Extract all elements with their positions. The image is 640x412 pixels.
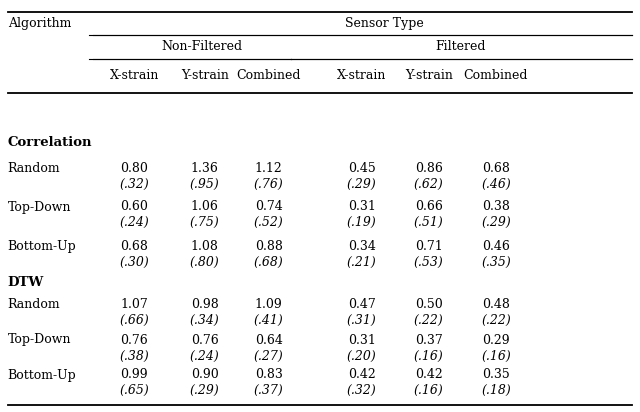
Text: Bottom-Up: Bottom-Up [8,241,76,253]
Text: (.35): (.35) [481,255,511,269]
Text: 0.38: 0.38 [482,201,510,213]
Text: 0.88: 0.88 [255,241,283,253]
Text: 0.42: 0.42 [348,368,376,382]
Text: 1.07: 1.07 [120,299,148,311]
Text: Combined: Combined [464,69,528,82]
Text: (.16): (.16) [481,349,511,363]
Text: DTW: DTW [8,276,44,290]
Text: (.52): (.52) [254,215,284,229]
Text: (.21): (.21) [347,255,376,269]
Text: 0.90: 0.90 [191,368,219,382]
Text: Y-strain: Y-strain [405,69,452,82]
Text: Y-strain: Y-strain [181,69,228,82]
Text: 1.36: 1.36 [191,162,219,175]
Text: (.76): (.76) [254,178,284,190]
Text: Sensor Type: Sensor Type [344,17,424,30]
Text: 0.74: 0.74 [255,201,283,213]
Text: 1.06: 1.06 [191,201,219,213]
Text: 1.12: 1.12 [255,162,283,175]
Text: 0.83: 0.83 [255,368,283,382]
Text: 0.42: 0.42 [415,368,443,382]
Text: (.27): (.27) [254,349,284,363]
Text: 0.46: 0.46 [482,241,510,253]
Text: 0.31: 0.31 [348,333,376,346]
Text: (.41): (.41) [254,314,284,326]
Text: Algorithm: Algorithm [8,17,71,30]
Text: Random: Random [8,299,60,311]
Text: 0.86: 0.86 [415,162,443,175]
Text: (.24): (.24) [190,349,220,363]
Text: (.16): (.16) [414,349,444,363]
Text: (.20): (.20) [347,349,376,363]
Text: (.32): (.32) [347,384,376,396]
Text: (.34): (.34) [190,314,220,326]
Text: 0.68: 0.68 [482,162,510,175]
Text: Non-Filtered: Non-Filtered [161,40,242,53]
Text: 0.76: 0.76 [120,333,148,346]
Text: Top-Down: Top-Down [8,201,71,213]
Text: 0.31: 0.31 [348,201,376,213]
Text: 0.66: 0.66 [415,201,443,213]
Text: (.62): (.62) [414,178,444,190]
Text: (.30): (.30) [120,255,149,269]
Text: 0.48: 0.48 [482,299,510,311]
Text: (.46): (.46) [481,178,511,190]
Text: 0.76: 0.76 [191,333,219,346]
Text: Correlation: Correlation [8,136,92,150]
Text: (.68): (.68) [254,255,284,269]
Text: 0.37: 0.37 [415,333,443,346]
Text: (.37): (.37) [254,384,284,396]
Text: (.16): (.16) [414,384,444,396]
Text: 0.68: 0.68 [120,241,148,253]
Text: (.66): (.66) [120,314,149,326]
Text: (.29): (.29) [190,384,220,396]
Text: (.29): (.29) [347,178,376,190]
Text: (.80): (.80) [190,255,220,269]
Text: 0.50: 0.50 [415,299,443,311]
Text: X-strain: X-strain [109,69,159,82]
Text: (.75): (.75) [190,215,220,229]
Text: 0.80: 0.80 [120,162,148,175]
Text: (.32): (.32) [120,178,149,190]
Text: 0.60: 0.60 [120,201,148,213]
Text: 0.98: 0.98 [191,299,219,311]
Text: Bottom-Up: Bottom-Up [8,368,76,382]
Text: 0.35: 0.35 [482,368,510,382]
Text: (.51): (.51) [414,215,444,229]
Text: (.29): (.29) [481,215,511,229]
Text: (.38): (.38) [120,349,149,363]
Text: (.19): (.19) [347,215,376,229]
Text: 0.29: 0.29 [482,333,510,346]
Text: (.24): (.24) [120,215,149,229]
Text: X-strain: X-strain [337,69,387,82]
Text: (.18): (.18) [481,384,511,396]
Text: (.22): (.22) [414,314,444,326]
Text: 0.64: 0.64 [255,333,283,346]
Text: 0.47: 0.47 [348,299,376,311]
Text: (.53): (.53) [414,255,444,269]
Text: (.65): (.65) [120,384,149,396]
Text: 0.45: 0.45 [348,162,376,175]
Text: (.31): (.31) [347,314,376,326]
Text: 0.34: 0.34 [348,241,376,253]
Text: (.95): (.95) [190,178,220,190]
Text: 1.09: 1.09 [255,299,283,311]
Text: 1.08: 1.08 [191,241,219,253]
Text: (.22): (.22) [481,314,511,326]
Text: Combined: Combined [237,69,301,82]
Text: Top-Down: Top-Down [8,333,71,346]
Text: 0.71: 0.71 [415,241,443,253]
Text: Filtered: Filtered [436,40,486,53]
Text: 0.99: 0.99 [120,368,148,382]
Text: Random: Random [8,162,60,175]
